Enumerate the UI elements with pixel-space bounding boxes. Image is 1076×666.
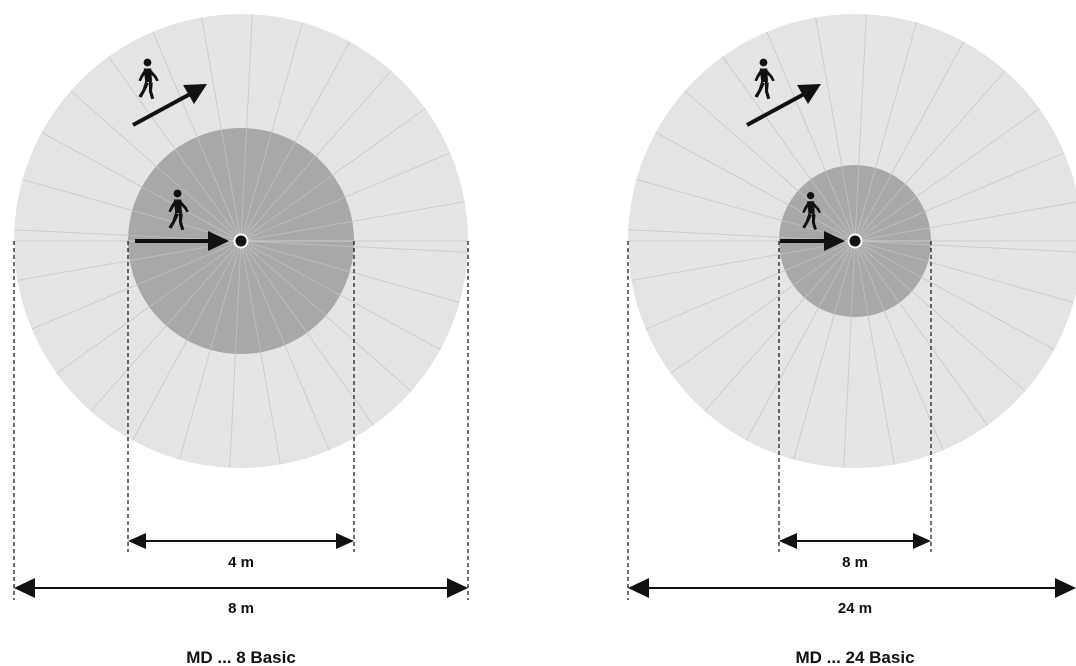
outer-range-dimension (628, 578, 1076, 598)
diagram-md-8-basic: 4 m 8 m MD ... 8 Basic (13, 14, 469, 666)
direct-approach-arrow-icon (780, 231, 845, 251)
zone-ray (148, 240, 242, 308)
zone-ray (854, 196, 917, 242)
zone-ray (788, 204, 856, 242)
zone-ray (854, 227, 930, 242)
zone-ray (240, 141, 296, 242)
zone-ray (240, 240, 354, 248)
outer-range-label: 8 m (228, 600, 254, 617)
model-title: MD ... 8 Basic (186, 648, 296, 666)
zone-ray (841, 166, 856, 242)
zone-ray (186, 240, 242, 341)
zone-ray (833, 240, 856, 315)
zone-ray (240, 174, 334, 242)
zone-ray (854, 240, 922, 278)
zone-ray (797, 190, 856, 242)
zone-ray (240, 220, 353, 242)
zone-ray (854, 240, 913, 292)
inner-zone-rays (128, 128, 354, 354)
zone-ray (240, 196, 346, 242)
outer-range-label: 24 m (838, 600, 872, 617)
dimension-guides (627, 241, 932, 600)
zone-ray (825, 170, 856, 242)
inner-range-dimension (128, 533, 354, 549)
zone-ray (804, 240, 856, 299)
zone-ray (155, 165, 242, 242)
zone-ray (240, 240, 286, 346)
zone-ray (854, 165, 860, 242)
inner-range-label: 4 m (228, 554, 254, 571)
zone-ray (240, 128, 248, 242)
dimension-guides (13, 241, 469, 600)
model-title: MD ... 24 Basic (795, 648, 914, 666)
zone-ray (854, 183, 906, 242)
zone-ray (141, 186, 242, 242)
zone-ray (209, 240, 242, 350)
zone-ray (854, 240, 885, 312)
zone-ray (818, 240, 856, 308)
zone-ray (129, 240, 242, 262)
inner-range-label: 8 m (842, 554, 868, 571)
zone-ray (136, 240, 242, 286)
zone-ray (854, 167, 877, 242)
zone-ray (810, 179, 856, 242)
direct-approach-arrow-icon (135, 231, 229, 251)
zone-ray (854, 240, 929, 263)
zone-ray (165, 240, 242, 327)
zone-ray (780, 240, 856, 255)
zone-ray (240, 240, 262, 353)
zone-ray (132, 209, 242, 242)
diagram-md-24-basic: 8 m 24 m MD ... 24 Basic (627, 14, 1076, 666)
zone-ray (854, 240, 931, 246)
zone-ray (854, 174, 892, 242)
zone-ray (240, 155, 317, 242)
zone-ray (240, 240, 308, 334)
zone-ray (854, 240, 869, 316)
diagonal-approach-arrow-icon (746, 84, 821, 127)
zone-ray (240, 240, 341, 296)
sensor-dot-icon (233, 233, 249, 249)
zone-ray (174, 148, 242, 242)
zone-ray (240, 240, 327, 317)
zone-ray (854, 211, 926, 242)
zone-ray (196, 136, 242, 242)
zone-ray (784, 240, 856, 271)
zone-ray (781, 219, 856, 242)
inner-range-dimension (779, 533, 931, 549)
zone-ray (793, 240, 856, 286)
zone-ray (240, 240, 350, 273)
zone-ray (240, 132, 273, 242)
zone-ray (234, 240, 242, 354)
diagonal-approach-arrow-icon (132, 84, 207, 127)
zone-ray (854, 240, 900, 303)
outer-range-dimension (14, 578, 468, 598)
zone-ray (220, 129, 242, 242)
inner-zone-rays (779, 165, 931, 317)
zone-ray (850, 240, 856, 317)
sensor-dot-icon (847, 233, 863, 249)
